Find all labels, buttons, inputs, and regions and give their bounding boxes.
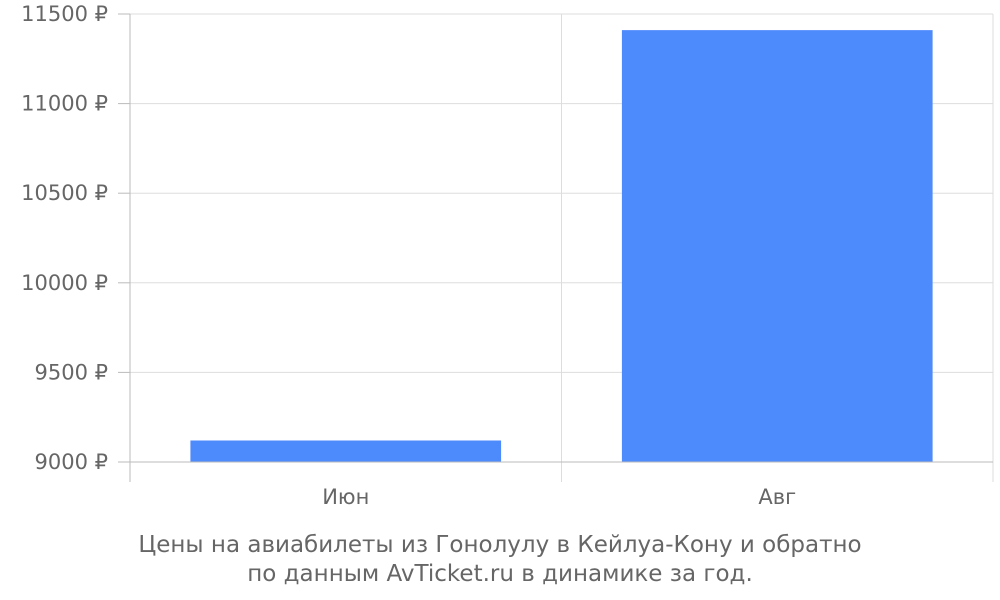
- y-tick-label: 11500 ₽: [21, 2, 108, 26]
- y-tick-label: 10500 ₽: [21, 181, 108, 205]
- bar: [621, 30, 933, 463]
- bars: [190, 30, 933, 463]
- chart-caption: Цены на авиабилеты из Гонолулу в Кейлуа-…: [0, 531, 1000, 589]
- x-tick-label: Авг: [758, 485, 796, 509]
- grid-lines: [129, 13, 994, 482]
- y-tick-label: 11000 ₽: [21, 92, 108, 116]
- caption-line-2: по данным AvTicket.ru в динамике за год.: [247, 561, 753, 587]
- y-tick-label: 9000 ₽: [35, 450, 108, 474]
- axes: [118, 13, 993, 482]
- y-tick-label: 9500 ₽: [35, 360, 108, 384]
- y-tick-labels: 9000 ₽ 9500 ₽ 10000 ₽ 10500 ₽ 11000 ₽ 11500 ₽: [21, 2, 108, 474]
- bar: [190, 440, 502, 462]
- y-tick-label: 10000 ₽: [21, 271, 108, 295]
- x-tick-label: Июн: [322, 485, 369, 509]
- x-tick-labels: Июн Авг: [322, 485, 796, 509]
- caption-line-1: Цены на авиабилеты из Гонолулу в Кейлуа-…: [138, 532, 862, 558]
